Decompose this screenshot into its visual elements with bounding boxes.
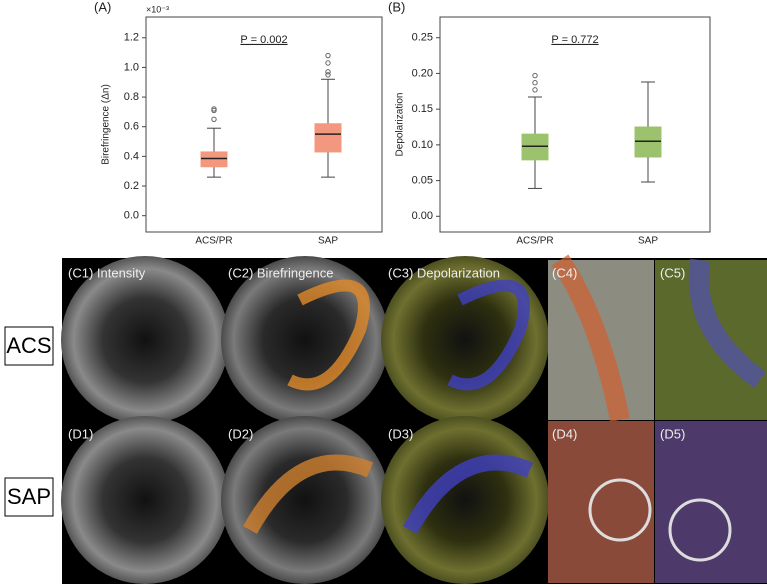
y-tick-label: 0.25 xyxy=(412,32,433,44)
depolarization-overlay xyxy=(403,454,534,534)
outlier xyxy=(532,72,538,79)
x-tick-label: ACS/PR xyxy=(516,236,553,247)
panel-label: (D4) xyxy=(552,426,577,441)
birefringence-overlay xyxy=(287,279,370,391)
y-tick-label: 0.05 xyxy=(412,174,433,186)
y-tick-label: 0.15 xyxy=(412,103,433,115)
catheter-ring xyxy=(668,498,732,562)
row-label-box xyxy=(4,477,54,517)
panel-label: (D3) xyxy=(388,426,413,441)
panel-label: (B) xyxy=(388,0,405,14)
image-row xyxy=(61,254,767,424)
box xyxy=(314,123,342,153)
birefringence-overlay xyxy=(243,454,374,534)
image-row xyxy=(61,416,767,584)
zoom-image xyxy=(548,421,654,583)
panel-label: (C3) Depolarization xyxy=(388,265,500,280)
y-tick-label: 0.00 xyxy=(412,210,433,222)
y-axis-label: Birefringence (Δn) xyxy=(101,84,112,165)
panel-label: (C2) Birefringence xyxy=(228,265,334,280)
outlier xyxy=(532,87,538,93)
plot-frame xyxy=(439,16,711,233)
outlier xyxy=(325,52,331,59)
catheter-ring xyxy=(588,478,652,542)
outlier xyxy=(211,116,217,123)
zoom-overlay xyxy=(551,254,630,422)
outlier xyxy=(325,69,331,75)
row-label: SAP xyxy=(7,484,51,509)
x-tick-label: ACS/PR xyxy=(195,236,232,247)
y-tick-label: 0.6 xyxy=(124,121,139,133)
row-label: ACS xyxy=(6,333,51,358)
y-tick-label: 0.4 xyxy=(124,150,139,162)
y-tick-label: 1.2 xyxy=(124,32,139,44)
y-tick-label: 0.10 xyxy=(412,139,433,151)
depolarization-overlay xyxy=(447,279,530,391)
x-tick-label: SAP xyxy=(638,236,658,247)
oct-image xyxy=(381,256,549,424)
annotation: P = 0.772 xyxy=(551,34,598,46)
panel-label: (D1) xyxy=(68,426,93,441)
panel-label: (C1) Intensity xyxy=(68,265,146,280)
panel-label: (C4) xyxy=(552,265,577,280)
annotation: P = 0.002 xyxy=(240,34,287,46)
y-tick-label: 1.0 xyxy=(124,61,139,73)
panel-label: (C5) xyxy=(660,265,685,280)
oct-image xyxy=(61,416,229,584)
outlier xyxy=(211,106,217,112)
y-tick-label: 0.0 xyxy=(124,210,139,222)
panel-label: (D5) xyxy=(660,426,685,441)
axis-scale: ×10⁻³ xyxy=(146,4,169,14)
plot-frame xyxy=(145,16,383,233)
outlier xyxy=(325,60,331,66)
outlier xyxy=(325,72,331,78)
outlier xyxy=(532,80,538,86)
y-axis-label: Depolarization xyxy=(395,93,406,157)
box xyxy=(200,151,228,168)
panel-label: (D2) xyxy=(228,426,253,441)
y-tick-label: 0.8 xyxy=(124,91,139,103)
panel-label: (A) xyxy=(94,0,111,14)
x-tick-label: SAP xyxy=(318,236,338,247)
row-label-box xyxy=(4,326,54,366)
oct-image xyxy=(61,256,229,424)
oct-image xyxy=(221,256,389,424)
y-tick-label: 0.20 xyxy=(412,67,433,79)
zoom-overlay xyxy=(688,258,766,389)
y-tick-label: 0.2 xyxy=(124,180,139,192)
